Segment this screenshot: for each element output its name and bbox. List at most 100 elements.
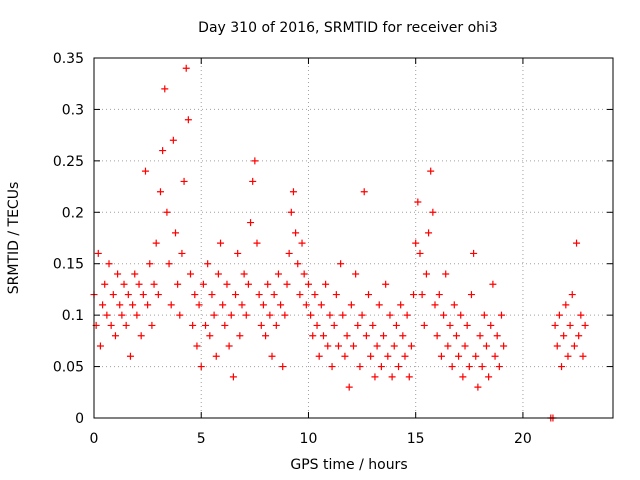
x-tick-label: 15 — [407, 431, 425, 447]
y-tick-label: 0.2 — [62, 205, 84, 221]
data-point — [570, 342, 578, 350]
data-point — [311, 291, 319, 299]
data-point — [575, 332, 583, 340]
data-point — [553, 342, 561, 350]
data-point — [420, 321, 428, 329]
data-point — [182, 64, 190, 72]
data-point — [244, 280, 252, 288]
data-point — [180, 177, 188, 185]
points-layer — [90, 64, 589, 422]
data-point — [277, 301, 285, 309]
ticks-layer: 0 0.05 0.1 0.15 0.2 0.25 0.3 0.35 0 5 10 15 20 — [53, 51, 613, 447]
data-point — [416, 249, 424, 257]
data-point — [229, 373, 237, 381]
data-point — [199, 280, 207, 288]
data-point — [103, 311, 111, 319]
data-point — [577, 311, 585, 319]
data-point — [343, 332, 351, 340]
y-tick-label: 0.35 — [53, 51, 84, 67]
data-point — [425, 229, 433, 237]
x-tick-label: 0 — [90, 431, 99, 447]
data-point — [581, 321, 589, 329]
data-point — [191, 291, 199, 299]
data-point — [495, 363, 503, 371]
data-point — [135, 280, 143, 288]
data-point — [315, 352, 323, 360]
data-point — [437, 352, 445, 360]
data-point — [120, 280, 128, 288]
data-point — [285, 249, 293, 257]
y-tick-label: 0 — [75, 411, 84, 427]
data-point — [390, 342, 398, 350]
y-tick-label: 0.15 — [53, 257, 84, 273]
data-point — [472, 352, 480, 360]
data-point — [281, 311, 289, 319]
data-point — [234, 249, 242, 257]
data-point — [399, 332, 407, 340]
data-point — [455, 352, 463, 360]
data-point — [251, 157, 259, 165]
data-point — [392, 321, 400, 329]
data-point — [161, 85, 169, 93]
data-point — [165, 260, 173, 268]
data-point — [491, 352, 499, 360]
data-point — [467, 291, 475, 299]
data-point — [489, 280, 497, 288]
data-point — [292, 229, 300, 237]
data-point — [414, 198, 422, 206]
data-point — [564, 352, 572, 360]
data-point — [178, 249, 186, 257]
data-point — [307, 311, 315, 319]
data-point — [478, 363, 486, 371]
data-point — [362, 332, 370, 340]
data-point — [384, 352, 392, 360]
y-tick-label: 0.3 — [62, 102, 84, 118]
data-point — [221, 321, 229, 329]
data-point — [459, 373, 467, 381]
data-point — [253, 239, 261, 247]
data-point — [193, 342, 201, 350]
data-point — [562, 301, 570, 309]
data-point — [247, 219, 255, 227]
data-point — [111, 332, 119, 340]
data-point — [397, 301, 405, 309]
data-point — [461, 342, 469, 350]
data-point — [118, 311, 126, 319]
data-point — [174, 280, 182, 288]
data-point — [448, 363, 456, 371]
data-point — [322, 280, 330, 288]
data-point — [279, 363, 287, 371]
data-point — [442, 270, 450, 278]
x-tick-label: 5 — [197, 431, 206, 447]
data-point — [446, 321, 454, 329]
data-point — [141, 167, 149, 175]
data-point — [388, 373, 396, 381]
data-point — [382, 280, 390, 288]
data-point — [272, 321, 280, 329]
data-point — [410, 291, 418, 299]
y-tick-label: 0.05 — [53, 360, 84, 376]
data-point — [266, 311, 274, 319]
data-point — [225, 342, 233, 350]
data-point — [480, 311, 488, 319]
data-point — [422, 270, 430, 278]
data-point — [579, 352, 587, 360]
data-point — [440, 311, 448, 319]
data-point — [457, 311, 465, 319]
data-point — [317, 301, 325, 309]
data-point — [568, 291, 576, 299]
data-point — [167, 301, 175, 309]
data-point — [126, 352, 134, 360]
data-point — [116, 301, 124, 309]
data-point — [452, 332, 460, 340]
data-point — [482, 342, 490, 350]
data-point — [463, 321, 471, 329]
data-point — [268, 352, 276, 360]
data-point — [133, 311, 141, 319]
data-point — [171, 229, 179, 237]
data-point — [232, 291, 240, 299]
data-point — [197, 363, 205, 371]
data-point — [465, 363, 473, 371]
data-point — [487, 321, 495, 329]
